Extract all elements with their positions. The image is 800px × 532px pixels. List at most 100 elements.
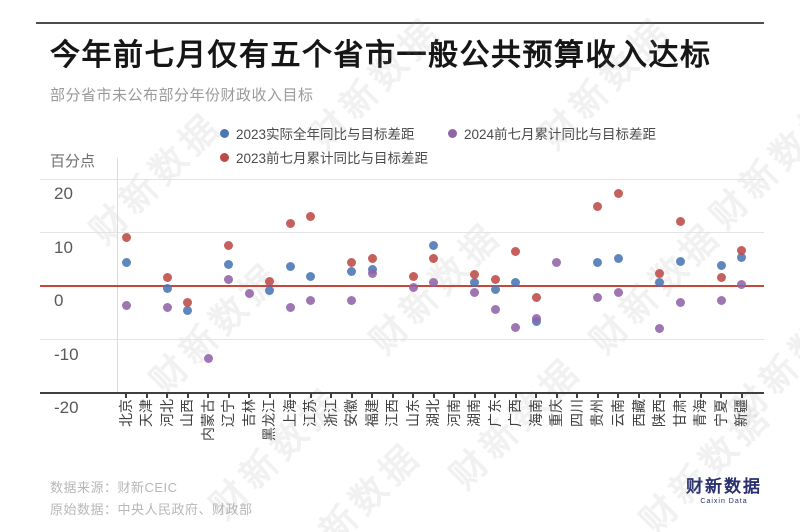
x-tick-mark — [207, 394, 210, 398]
logo-text: 财新数据 — [686, 477, 762, 496]
x-tick-mark — [371, 394, 374, 398]
x-tick-mark — [391, 394, 394, 398]
x-tick-label: 陕西 — [651, 399, 668, 427]
x-tick-mark — [432, 394, 435, 398]
x-tick-label: 青海 — [692, 399, 709, 427]
y-tick-label: -20 — [54, 398, 79, 417]
x-tick-label: 贵州 — [589, 399, 606, 427]
data-point — [511, 277, 521, 287]
source-note-2: 原始数据：中央人民政府、财政部 — [50, 502, 253, 517]
data-point — [490, 284, 500, 294]
data-point — [367, 268, 377, 278]
data-point — [716, 296, 726, 306]
x-tick-mark — [494, 394, 497, 398]
data-point — [121, 258, 131, 268]
x-tick-mark — [679, 394, 682, 398]
x-tick-label: 上海 — [281, 399, 298, 427]
x-tick-mark — [350, 394, 353, 398]
data-point — [306, 296, 316, 306]
data-point — [265, 276, 275, 286]
data-point — [408, 272, 418, 282]
x-tick-mark — [412, 394, 415, 398]
legend-item-2023-actual: 2023实际全年同比与目标差距 — [220, 126, 415, 142]
y-tick-label: -10 — [54, 344, 79, 364]
x-tick-mark — [330, 394, 333, 398]
x-axis-line — [40, 392, 764, 394]
data-point — [244, 288, 254, 298]
data-point — [675, 257, 685, 267]
data-point — [162, 273, 172, 283]
x-tick-mark — [309, 394, 312, 398]
legend-dot-blue-icon — [220, 128, 229, 138]
data-point — [511, 322, 521, 332]
data-point — [121, 233, 131, 243]
data-point — [429, 241, 439, 251]
data-point — [716, 273, 726, 283]
y-axis-unit-label: 百分点 — [50, 153, 96, 170]
x-tick-mark — [720, 394, 723, 398]
data-point — [552, 258, 562, 268]
data-point — [162, 283, 172, 293]
x-tick-mark — [473, 394, 476, 398]
watermark-text: 财新数据 — [141, 253, 290, 402]
data-point — [367, 253, 377, 263]
x-tick-mark — [453, 394, 456, 398]
x-tick-label: 安徽 — [343, 399, 360, 427]
data-point — [224, 274, 234, 284]
x-tick-label: 江苏 — [302, 399, 319, 427]
data-point — [490, 304, 500, 314]
x-tick-mark — [617, 394, 620, 398]
x-tick-mark — [638, 394, 640, 398]
legend-dot-purple-icon — [448, 128, 457, 138]
data-point — [613, 253, 623, 263]
x-tick-label: 广西 — [507, 399, 524, 427]
caixin-data-logo: 财新数据 Caixin Data — [686, 478, 762, 505]
x-tick-label: 湖北 — [425, 399, 442, 427]
x-tick-label: 山东 — [404, 399, 421, 427]
x-tick-mark — [248, 394, 251, 398]
data-point — [655, 277, 665, 287]
y-gridline — [40, 339, 764, 340]
legend-dot-red-icon — [220, 152, 229, 162]
x-tick-mark — [227, 394, 230, 398]
x-tick-mark — [268, 394, 271, 398]
x-tick-mark — [289, 394, 292, 398]
data-point — [347, 258, 357, 268]
x-tick-mark — [555, 394, 558, 398]
x-tick-mark — [596, 394, 599, 398]
x-tick-label: 重庆 — [548, 399, 565, 427]
data-point — [531, 313, 541, 323]
x-tick-label: 北京 — [117, 399, 134, 427]
legend-label: 2023前七月累计同比与目标差距 — [236, 151, 429, 166]
data-point — [470, 278, 480, 288]
data-point — [224, 259, 234, 269]
y-gridline — [40, 232, 764, 233]
x-tick-mark — [740, 394, 743, 398]
x-tick-mark — [535, 394, 538, 398]
watermark-text: 财新数据 — [701, 88, 800, 237]
x-tick-label: 海南 — [527, 399, 544, 427]
legend-label: 2024前七月累计同比与目标差距 — [464, 127, 657, 142]
data-point — [737, 280, 747, 290]
data-point — [265, 286, 275, 296]
data-point — [716, 260, 726, 270]
page-subtitle: 部分省市未公布部分年份财政收入目标 — [50, 87, 314, 104]
x-tick-label: 云南 — [609, 399, 626, 427]
data-point — [675, 297, 685, 307]
legend-label: 2023实际全年同比与目标差距 — [236, 127, 415, 142]
legend-item-2024-7m: 2024前七月累计同比与目标差距 — [448, 126, 657, 142]
x-tick-label: 河北 — [158, 399, 175, 427]
data-point — [737, 252, 747, 262]
y-tick-label: 10 — [54, 237, 73, 257]
x-tick-mark — [145, 394, 148, 398]
x-tick-label: 吉林 — [240, 399, 257, 427]
x-tick-label: 西藏 — [630, 399, 647, 427]
data-point — [203, 353, 213, 363]
data-point — [593, 292, 603, 302]
data-point — [285, 219, 295, 229]
data-point — [429, 253, 439, 263]
y-gridline — [40, 178, 764, 180]
data-point — [593, 258, 603, 268]
x-tick-label: 四川 — [568, 399, 585, 427]
